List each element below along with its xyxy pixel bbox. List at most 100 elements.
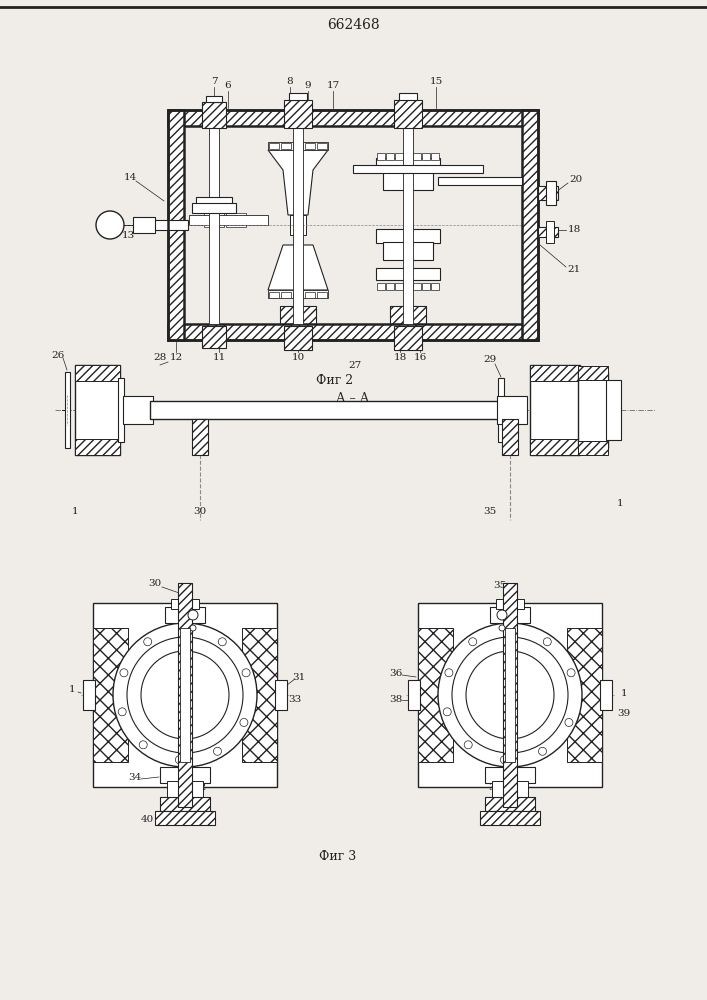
Bar xyxy=(431,153,439,160)
Polygon shape xyxy=(268,150,328,215)
Text: 43: 43 xyxy=(481,814,495,824)
Bar xyxy=(165,607,205,623)
Bar xyxy=(413,283,421,290)
Bar xyxy=(422,153,430,160)
Text: 1: 1 xyxy=(621,688,627,698)
Bar xyxy=(168,110,538,126)
Bar xyxy=(293,126,303,324)
Bar xyxy=(202,102,226,128)
Bar xyxy=(530,365,580,381)
Bar xyxy=(606,380,621,440)
Bar xyxy=(75,365,120,381)
Circle shape xyxy=(127,637,243,753)
Circle shape xyxy=(438,623,582,767)
Bar xyxy=(394,326,422,350)
Text: 12: 12 xyxy=(170,354,182,362)
Bar xyxy=(492,781,528,797)
Bar xyxy=(204,213,224,227)
Polygon shape xyxy=(498,378,504,442)
Bar xyxy=(209,126,219,324)
Text: 33: 33 xyxy=(288,696,302,704)
Bar xyxy=(269,143,279,149)
Bar xyxy=(404,153,412,160)
Text: 14: 14 xyxy=(124,172,136,182)
Bar xyxy=(75,439,120,455)
Bar xyxy=(376,268,440,280)
Text: 18: 18 xyxy=(393,354,407,362)
Text: 10: 10 xyxy=(291,354,305,362)
Circle shape xyxy=(469,638,477,646)
Bar xyxy=(413,153,421,160)
Bar xyxy=(189,215,268,225)
Bar xyxy=(171,599,199,609)
Bar xyxy=(168,110,184,340)
Text: 6: 6 xyxy=(225,82,231,91)
Bar xyxy=(485,767,535,783)
Text: 20: 20 xyxy=(569,176,583,184)
Bar xyxy=(485,797,535,811)
Circle shape xyxy=(464,741,472,749)
Bar xyxy=(505,628,515,762)
Text: 27: 27 xyxy=(349,360,361,369)
Bar xyxy=(578,441,608,455)
Bar xyxy=(530,439,580,455)
Circle shape xyxy=(141,651,229,739)
Bar xyxy=(93,603,277,787)
Bar xyxy=(83,680,95,710)
Text: 39: 39 xyxy=(617,708,631,718)
Bar xyxy=(202,326,226,348)
Bar xyxy=(160,797,210,811)
Bar xyxy=(438,177,522,185)
Text: 29: 29 xyxy=(484,356,496,364)
Polygon shape xyxy=(118,378,124,442)
Bar xyxy=(123,396,153,424)
Bar xyxy=(293,292,303,298)
Bar xyxy=(431,283,439,290)
Text: 35: 35 xyxy=(484,508,496,516)
Circle shape xyxy=(181,626,189,634)
Bar xyxy=(538,227,558,237)
Bar xyxy=(317,143,327,149)
Bar xyxy=(168,110,538,340)
Text: 15: 15 xyxy=(429,78,443,87)
Circle shape xyxy=(175,756,183,764)
Text: 32: 32 xyxy=(194,782,206,792)
Bar xyxy=(400,306,416,324)
Bar xyxy=(395,153,403,160)
Circle shape xyxy=(218,638,226,646)
Bar xyxy=(281,143,291,149)
Bar xyxy=(305,292,315,298)
Bar xyxy=(377,153,385,160)
Bar xyxy=(394,100,422,128)
Bar xyxy=(289,93,307,100)
Text: 21: 21 xyxy=(568,265,580,274)
Bar xyxy=(150,220,188,230)
Bar xyxy=(390,306,426,324)
Circle shape xyxy=(188,610,198,620)
Bar xyxy=(502,419,518,455)
Bar xyxy=(133,217,155,233)
Circle shape xyxy=(567,669,575,677)
Text: 40: 40 xyxy=(141,814,153,824)
Bar xyxy=(155,811,215,825)
Bar xyxy=(75,365,120,455)
Bar xyxy=(578,372,608,448)
Bar xyxy=(178,583,192,807)
Bar xyxy=(383,170,433,190)
Bar xyxy=(268,290,328,298)
Bar xyxy=(386,283,394,290)
Text: 41: 41 xyxy=(518,800,532,810)
Bar xyxy=(522,110,538,340)
Text: 17: 17 xyxy=(327,82,339,91)
Circle shape xyxy=(120,669,128,677)
Text: 7: 7 xyxy=(211,78,217,87)
Text: 11: 11 xyxy=(212,354,226,362)
Text: 38: 38 xyxy=(390,696,402,704)
Text: 9: 9 xyxy=(305,82,311,91)
Polygon shape xyxy=(65,372,70,448)
Bar xyxy=(600,680,612,710)
Circle shape xyxy=(96,211,124,239)
Text: 8: 8 xyxy=(286,78,293,87)
Bar xyxy=(422,283,430,290)
Bar xyxy=(546,181,556,205)
